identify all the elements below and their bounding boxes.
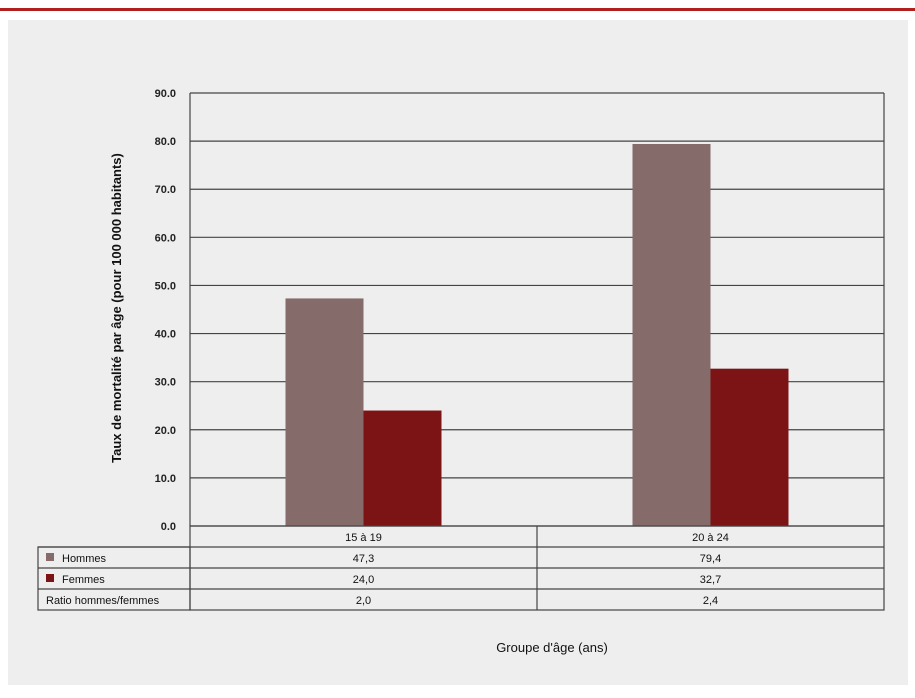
y-tick-labels: 0.0 10.0 20.0 30.0 40.0 50.0 60.0 70.0 80.0 90.0 (155, 88, 176, 533)
legend-label-hommes: Hommes (62, 553, 107, 565)
data-label: 79,4 (700, 553, 721, 565)
x-tick-label: 15 à 19 (345, 532, 382, 544)
bar-femmes-1 (363, 410, 442, 526)
y-tick-label: 90.0 (155, 88, 176, 100)
top-rule (0, 8, 915, 11)
legend-label-femmes: Femmes (62, 574, 105, 586)
plot-border (189, 93, 885, 526)
x-axis-label: Groupe d'âge (ans) (496, 640, 608, 655)
bar-femmes-2 (710, 368, 789, 526)
y-tick-label: 0.0 (161, 521, 176, 533)
y-axis-label: Taux de mortalité par âge (pour 100 000 … (109, 153, 124, 463)
legend-swatch-femmes (46, 574, 54, 582)
data-label: 32,7 (700, 574, 721, 586)
y-tick-label: 20.0 (155, 425, 176, 437)
y-tick-label: 10.0 (155, 473, 176, 485)
bars (285, 143, 789, 526)
chart-panel (8, 20, 908, 685)
bar-hommes-1 (285, 298, 364, 526)
data-label: 24,0 (353, 574, 374, 586)
bar-hommes-2 (632, 143, 711, 526)
data-label: 47,3 (353, 553, 374, 565)
y-tick-label: 70.0 (155, 184, 176, 196)
ratio-value: 2,0 (356, 595, 371, 607)
ratio-row-label: Ratio hommes/femmes (46, 595, 160, 607)
y-tick-label: 40.0 (155, 329, 176, 341)
data-table: 15 à 19 20 à 24 Hommes 47,3 79,4 Femmes 24,0 32… (37, 525, 885, 611)
legend-swatch-hommes (46, 553, 54, 561)
y-tick-label: 80.0 (155, 136, 176, 148)
y-tick-label: 50.0 (155, 280, 176, 292)
y-tick-label: 30.0 (155, 377, 176, 389)
y-tick-label: 60.0 (155, 232, 176, 244)
ratio-value: 2,4 (703, 595, 718, 607)
x-tick-label: 20 à 24 (692, 532, 729, 544)
